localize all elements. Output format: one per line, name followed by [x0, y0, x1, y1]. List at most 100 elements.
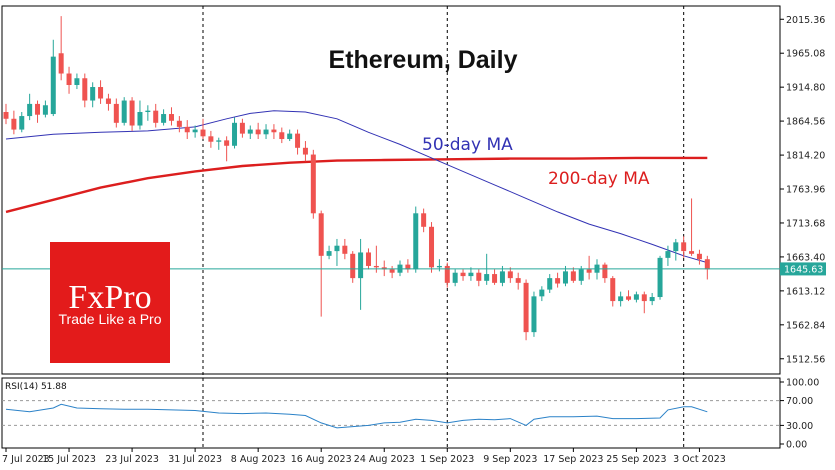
period-separators — [202, 6, 685, 448]
candle-body — [358, 252, 364, 279]
candle-47 — [373, 245, 379, 273]
candle-52 — [413, 206, 419, 273]
candle-body — [507, 271, 513, 279]
rsi-line — [5, 403, 708, 429]
candle-body — [523, 282, 529, 333]
date-tick-label: 3 Oct 2023 — [673, 454, 726, 465]
candle-body — [531, 296, 537, 333]
candle-86 — [681, 236, 687, 258]
fxpro-logo: FxPro Trade Like a Pro — [50, 242, 170, 363]
price-tick-label: 1713.68 — [786, 218, 825, 229]
candle-1 — [11, 110, 17, 135]
candle-body — [657, 257, 663, 298]
candle-body — [586, 269, 592, 273]
candle-body — [365, 252, 371, 266]
candle-85 — [673, 238, 679, 261]
candle-body — [405, 264, 411, 270]
candle-body — [665, 251, 671, 258]
candle-body — [153, 110, 159, 123]
candle-66 — [523, 279, 529, 341]
candle-body — [570, 271, 576, 281]
candle-body — [618, 296, 624, 302]
candle-58 — [460, 269, 466, 281]
candle-body — [460, 272, 466, 277]
candle-29 — [232, 117, 238, 149]
candle-body — [452, 272, 458, 283]
candle-body — [626, 296, 632, 300]
candle-30 — [239, 118, 245, 138]
candle-body — [515, 278, 521, 283]
candle-81 — [641, 291, 647, 314]
rsi-tick-label: 0.00 — [786, 440, 807, 451]
candle-76 — [602, 262, 608, 283]
candle-41 — [326, 245, 332, 260]
candle-19 — [153, 103, 159, 128]
candle-83 — [657, 255, 663, 300]
price-tick-label: 1763.96 — [786, 185, 825, 196]
candle-body — [105, 98, 111, 104]
price-tick-label: 2015.36 — [786, 15, 825, 26]
candle-body — [66, 73, 72, 86]
candle-24 — [192, 125, 198, 138]
candle-body — [633, 294, 639, 300]
logo-tagline: Trade Like a Pro — [59, 311, 162, 327]
candle-body — [310, 154, 316, 214]
candle-42 — [334, 238, 340, 266]
candle-60 — [476, 269, 482, 287]
candle-88 — [696, 249, 702, 265]
candle-51 — [405, 259, 411, 273]
candle-body — [42, 105, 48, 115]
candle-body — [704, 259, 710, 270]
candle-body — [499, 271, 505, 283]
candle-body — [649, 297, 655, 302]
ma50-layer — [5, 110, 708, 264]
candle-body — [113, 103, 119, 123]
candle-body — [476, 272, 482, 281]
candle-body — [184, 126, 190, 133]
candle-48 — [381, 260, 387, 277]
candle-33 — [263, 124, 269, 140]
candle-body — [350, 253, 356, 279]
date-tick-label: 15 Jul 2023 — [42, 454, 96, 465]
candle-43 — [342, 238, 348, 260]
candle-body — [121, 100, 127, 123]
candle-body — [389, 269, 395, 273]
rsi-tick-label: 70.00 — [786, 396, 813, 407]
current-price-text: 1645.63 — [784, 264, 823, 275]
date-tick-label: 9 Sep 2023 — [483, 454, 537, 465]
candle-body — [641, 294, 647, 302]
date-tick-label: 23 Jul 2023 — [105, 454, 159, 465]
candle-body — [302, 147, 308, 155]
candle-13 — [105, 93, 111, 111]
candle-body — [82, 78, 88, 101]
candle-body — [547, 278, 553, 290]
candle-34 — [271, 124, 277, 140]
ma50-line — [5, 110, 708, 264]
candle-body — [145, 110, 151, 113]
ma200-label: 200-day MA — [548, 169, 650, 189]
candle-body — [326, 251, 332, 256]
candle-4 — [35, 100, 41, 123]
candle-7 — [58, 16, 64, 81]
candle-body — [444, 265, 450, 283]
price-tick-label: 1663.40 — [786, 252, 825, 263]
date-tick-label: 1 Sep 2023 — [420, 454, 474, 465]
candle-body — [19, 116, 25, 130]
candle-65 — [515, 272, 521, 290]
candle-17 — [137, 100, 143, 130]
candle-body — [208, 136, 214, 142]
candlestick-series — [3, 16, 710, 341]
candle-body — [200, 129, 206, 137]
candle-72 — [570, 267, 576, 283]
candle-20 — [161, 109, 167, 126]
candle-36 — [287, 129, 293, 142]
candle-body — [161, 114, 167, 123]
candle-27 — [216, 137, 222, 150]
candle-79 — [626, 290, 632, 302]
candle-body — [318, 213, 324, 256]
candle-body — [295, 133, 301, 148]
candle-59 — [468, 267, 474, 281]
price-tick-label: 1914.80 — [786, 83, 825, 94]
candle-26 — [208, 130, 214, 148]
